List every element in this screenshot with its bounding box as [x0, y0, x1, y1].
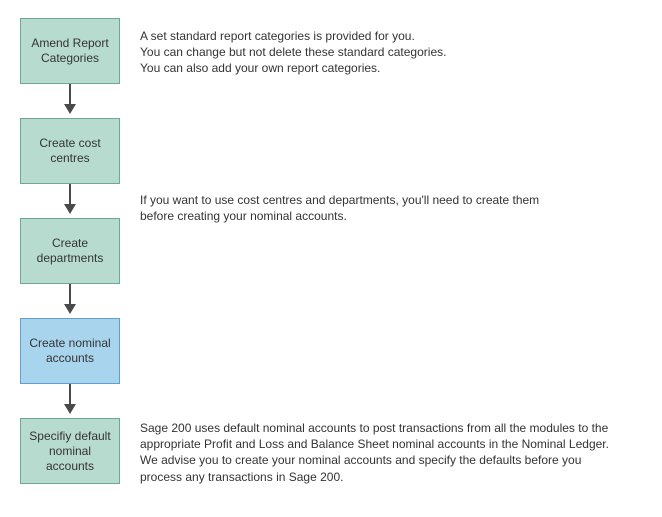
node-specify-default-nominal: Specifiy default nominal accounts	[20, 418, 120, 484]
desc-line: process any transactions in Sage 200.	[140, 469, 609, 485]
description-default-nominal: Sage 200 uses default nominal accounts t…	[140, 420, 609, 485]
node-amend-report-categories: Amend Report Categories	[20, 18, 120, 84]
desc-line: You can also add your own report categor…	[140, 60, 446, 76]
flowchart-container: Amend Report Categories A set standard r…	[0, 0, 662, 517]
node-label: Create nominal accounts	[25, 336, 115, 366]
desc-line: If you want to use cost centres and depa…	[140, 192, 539, 208]
desc-line: appropriate Profit and Loss and Balance …	[140, 436, 609, 452]
node-label: Specifiy default nominal accounts	[25, 429, 115, 474]
node-label: Amend Report Categories	[25, 36, 115, 66]
desc-line: Sage 200 uses default nominal accounts t…	[140, 420, 609, 436]
description-report-categories: A set standard report categories is prov…	[140, 28, 446, 77]
node-create-cost-centres: Create cost centres	[20, 118, 120, 184]
desc-line: You can change but not delete these stan…	[140, 44, 446, 60]
desc-line: before creating your nominal accounts.	[140, 208, 539, 224]
description-cost-centres: If you want to use cost centres and depa…	[140, 192, 539, 224]
node-create-nominal-accounts: Create nominal accounts	[20, 318, 120, 384]
node-label: Create cost centres	[25, 136, 115, 166]
desc-line: We advise you to create your nominal acc…	[140, 452, 609, 468]
node-label: Create departments	[25, 236, 115, 266]
node-create-departments: Create departments	[20, 218, 120, 284]
desc-line: A set standard report categories is prov…	[140, 28, 446, 44]
